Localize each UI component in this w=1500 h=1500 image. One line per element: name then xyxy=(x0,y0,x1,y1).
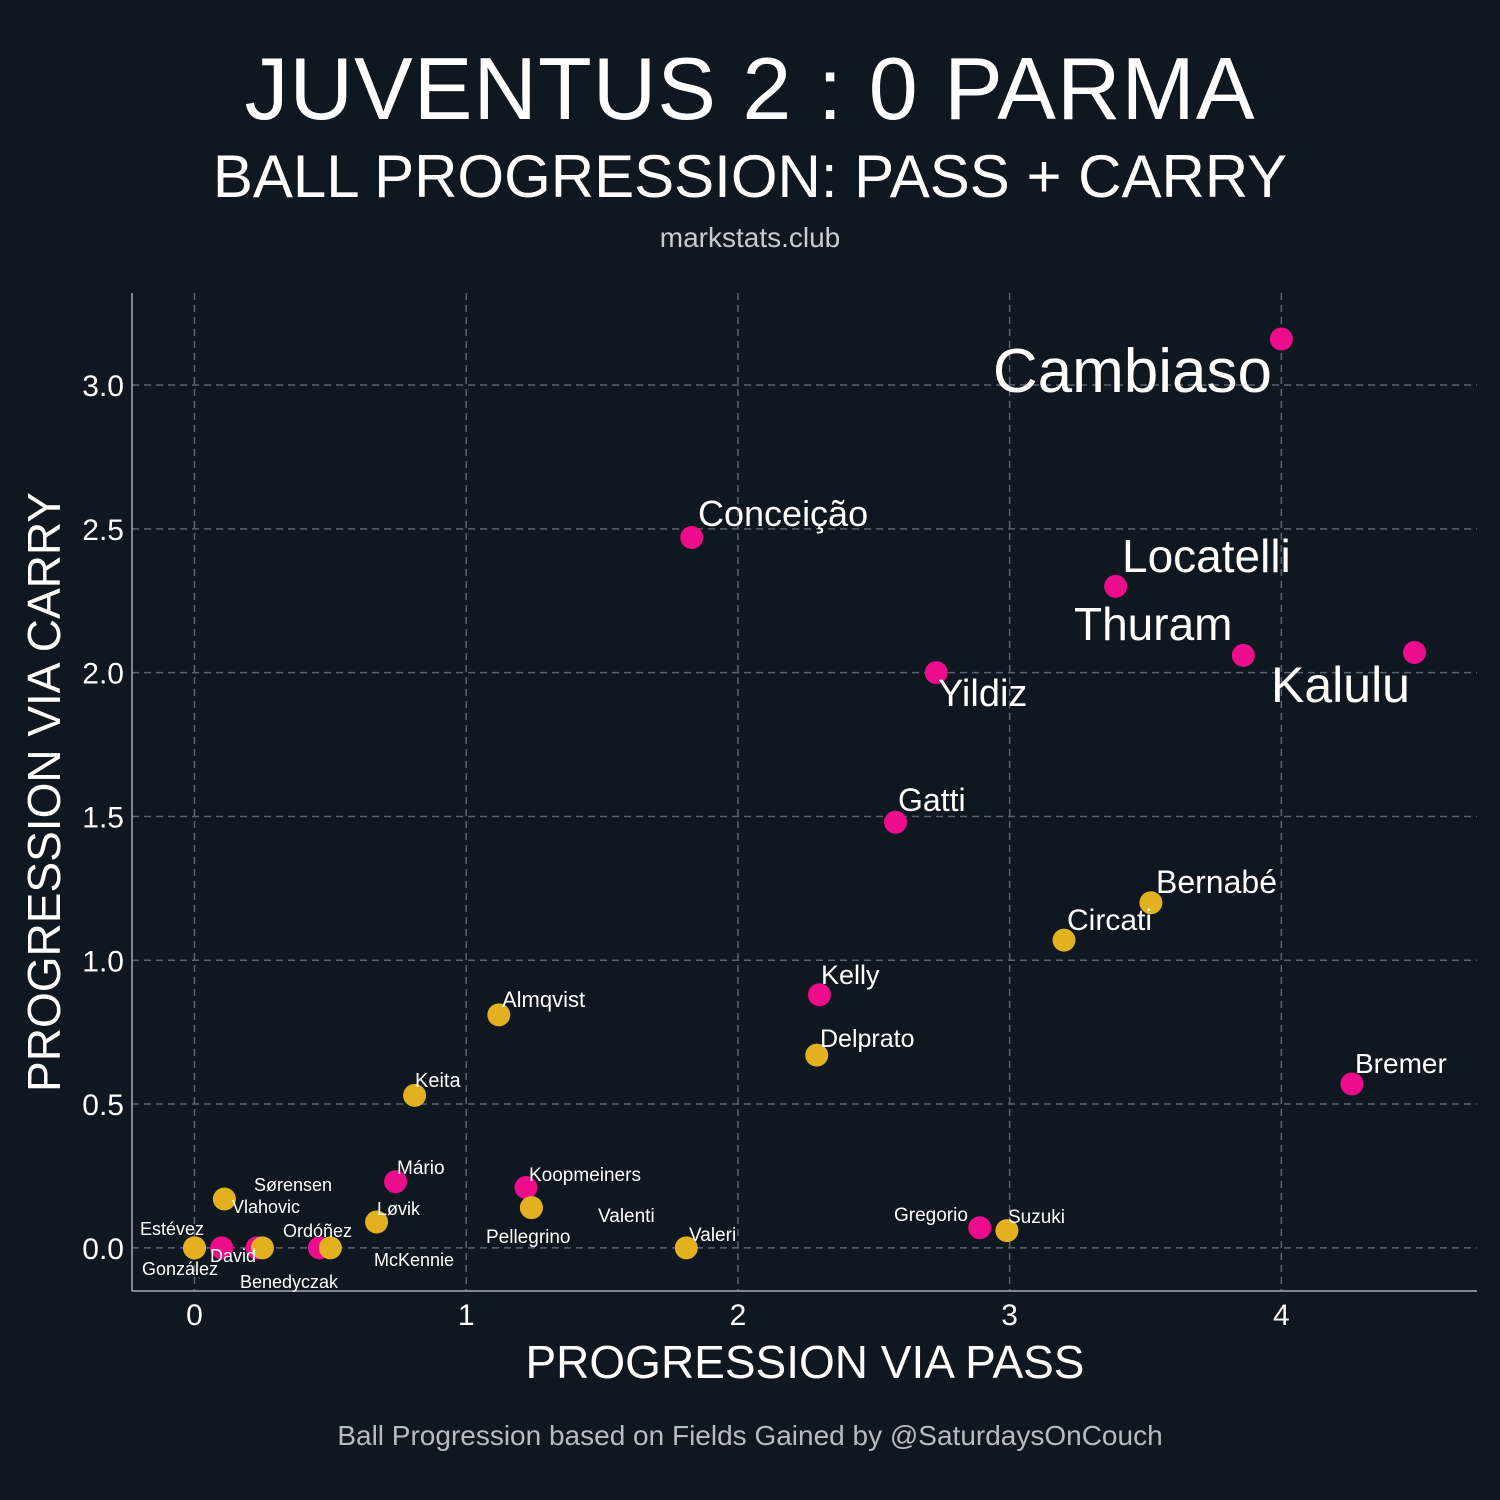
point-label: Thuram xyxy=(1074,598,1232,650)
x-tick-label: 1 xyxy=(458,1299,475,1332)
point-label: Valeri xyxy=(689,1225,736,1246)
point-label: Vlahovic xyxy=(232,1197,300,1217)
point-label: Keita xyxy=(415,1070,461,1092)
data-point-parma xyxy=(805,1043,829,1067)
point-label: Yildiz xyxy=(938,673,1027,715)
chart-title: JUVENTUS 2 : 0 PARMA xyxy=(244,39,1256,138)
y-axis-label: PROGRESSION VIA CARRY xyxy=(18,492,70,1092)
point-label: Koopmeiners xyxy=(529,1165,641,1186)
point-label: Almqvist xyxy=(502,987,585,1012)
data-point-juventus xyxy=(210,1236,234,1260)
data-point-parma xyxy=(519,1196,543,1220)
data-point-juventus xyxy=(514,1175,538,1199)
point-label: David xyxy=(210,1246,256,1266)
data-point-parma xyxy=(250,1236,274,1260)
y-tick-label: 2.0 xyxy=(82,658,124,691)
data-point-parma xyxy=(212,1187,236,1211)
point-label: Gatti xyxy=(898,782,966,818)
x-tick-label: 2 xyxy=(730,1299,747,1332)
data-point-juventus xyxy=(968,1216,992,1240)
data-point-parma xyxy=(1139,891,1163,915)
point-label: Kalulu xyxy=(1271,657,1410,713)
data-point-juventus xyxy=(1403,641,1427,665)
point-label: Sørensen xyxy=(254,1175,332,1195)
site-credit: markstats.club xyxy=(659,222,841,253)
point-label: McKennie xyxy=(374,1250,454,1270)
y-tick-label: 0.5 xyxy=(82,1089,124,1122)
data-point-parma xyxy=(318,1236,342,1260)
x-tick-label: 4 xyxy=(1273,1299,1290,1332)
point-label: Delprato xyxy=(820,1025,915,1053)
data-point-parma xyxy=(365,1210,389,1234)
data-point-parma xyxy=(1052,928,1076,952)
point-label: Suzuki xyxy=(1008,1207,1065,1228)
point-label: Ordóñez xyxy=(283,1221,352,1241)
point-label: Benedyczak xyxy=(240,1272,339,1292)
data-point-parma xyxy=(182,1236,206,1260)
y-tick-label: 2.5 xyxy=(82,514,124,547)
data-point-juventus xyxy=(680,525,704,549)
x-tick-label: 0 xyxy=(186,1299,203,1332)
data-point-juventus xyxy=(1269,327,1293,351)
data-point-juventus xyxy=(384,1170,408,1194)
point-label: Bremer xyxy=(1355,1048,1447,1079)
data-point-juventus xyxy=(1231,643,1255,667)
point-label: Cambiaso xyxy=(993,337,1272,406)
point-label: González xyxy=(142,1259,218,1279)
data-point-juventus xyxy=(807,983,831,1007)
x-axis-label: PROGRESSION VIA PASS xyxy=(526,1336,1085,1388)
y-tick-label: 1.5 xyxy=(82,801,124,834)
data-point-parma xyxy=(995,1219,1019,1243)
point-label: Kelly xyxy=(821,960,880,990)
data-point-parma xyxy=(674,1236,698,1260)
point-label: Pellegrino xyxy=(486,1227,571,1248)
y-tick-label: 0.0 xyxy=(82,1233,124,1266)
chart-subtitle: BALL PROGRESSION: PASS + CARRY xyxy=(212,143,1288,210)
y-tick-label: 3.0 xyxy=(82,370,124,403)
data-point-parma xyxy=(487,1003,511,1027)
y-tick-label: 1.0 xyxy=(82,945,124,978)
point-label: Bernabé xyxy=(1156,864,1277,900)
data-point-juventus xyxy=(1340,1072,1364,1096)
point-label: Locatelli xyxy=(1122,530,1291,582)
data-point-juventus xyxy=(924,661,948,685)
point-label: Valenti xyxy=(598,1206,655,1227)
data-point-juventus xyxy=(884,810,908,834)
point-label: Estévez xyxy=(140,1219,204,1239)
point-label: Circati xyxy=(1067,904,1152,937)
data-point-parma xyxy=(403,1083,427,1107)
data-point-juventus xyxy=(1104,574,1128,598)
point-label: Conceição xyxy=(698,493,868,534)
x-tick-label: 3 xyxy=(1001,1299,1018,1332)
point-label: Gregorio xyxy=(894,1205,968,1226)
point-label: Løvik xyxy=(377,1199,421,1219)
chart-caption: Ball Progression based on Fields Gained … xyxy=(337,1420,1163,1451)
point-label: Mário xyxy=(397,1158,445,1179)
